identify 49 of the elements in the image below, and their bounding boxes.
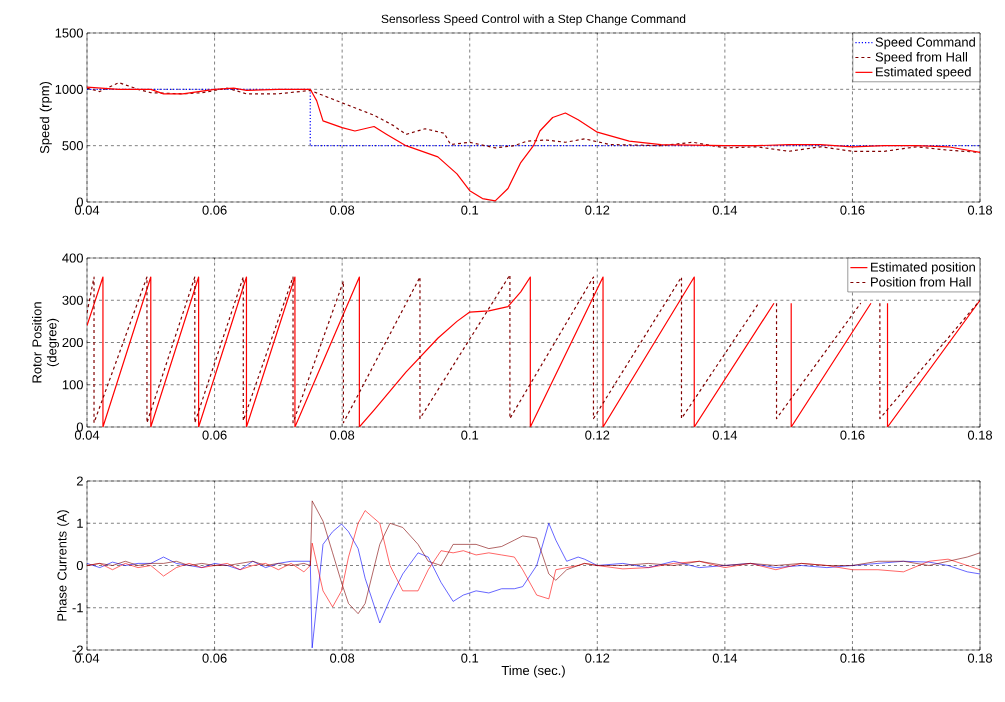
x-tick-label: 0.12 [585,205,610,215]
x-axis-title: Time (sec.) [501,665,565,678]
x-tick-label: 0.08 [330,430,355,440]
x-tick-label: 0.08 [330,653,355,663]
x-tick-label: 0.06 [202,205,227,215]
y-tick-label: 100 [62,380,83,390]
y-tick-label: 0 [76,197,83,207]
chart-title: Sensorless Speed Control with a Step Change Command [381,14,686,26]
line-series [87,86,981,202]
y-tick-label: 500 [62,141,83,151]
legend-label: Position from Hall [871,277,971,287]
y-axis-title: Rotor Position (degree) [32,302,60,383]
x-tick-label: 0.18 [967,430,993,440]
x-tick-label: 0.06 [202,653,227,663]
y-tick-label: 1500 [55,28,83,38]
x-tick-label: 0.14 [712,653,738,663]
x-tick-label: 0.18 [967,205,993,215]
legend-label: Speed from Hall [875,52,967,65]
y-tick-label: -1 [72,603,83,613]
x-tick-label: 0.14 [712,430,738,440]
y-tick-label: -2 [72,645,83,655]
y-axis-title: Speed (rpm) [39,81,52,154]
x-tick-label: 0.1 [461,430,479,440]
y-tick-label: 400 [62,253,83,263]
x-tick-label: 0.1 [461,205,479,215]
x-tick-label: 0.18 [967,653,993,663]
y-tick-label: 0 [76,422,83,432]
x-tick-label: 0.04 [74,430,100,440]
y-tick-label: 200 [62,337,83,348]
y-tick-label: 300 [62,295,83,305]
legend-label: Estimated speed [876,66,971,79]
x-tick-label: 0.16 [840,653,865,663]
x-tick-label: 0.12 [585,430,610,440]
y-tick-label: 0 [76,560,83,571]
x-tick-label: 0.14 [712,205,738,215]
y-tick-label: 1 [77,518,83,528]
x-tick-label: 0.12 [585,653,610,663]
y-axis-title: Phase Currents (A) [57,510,70,621]
x-tick-label: 0.04 [74,205,100,215]
x-tick-label: 0.06 [202,430,227,440]
x-tick-label: 0.16 [840,430,865,440]
x-tick-label: 0.08 [330,205,355,215]
x-tick-label: 0.16 [840,205,865,215]
legend-label: Speed Command [875,37,975,50]
legend-label: Estimated position [871,262,975,275]
y-tick-label: 1000 [55,84,83,94]
x-tick-label: 0.1 [461,653,479,663]
x-tick-label: 0.04 [74,653,100,663]
y-tick-label: 2 [76,476,83,486]
